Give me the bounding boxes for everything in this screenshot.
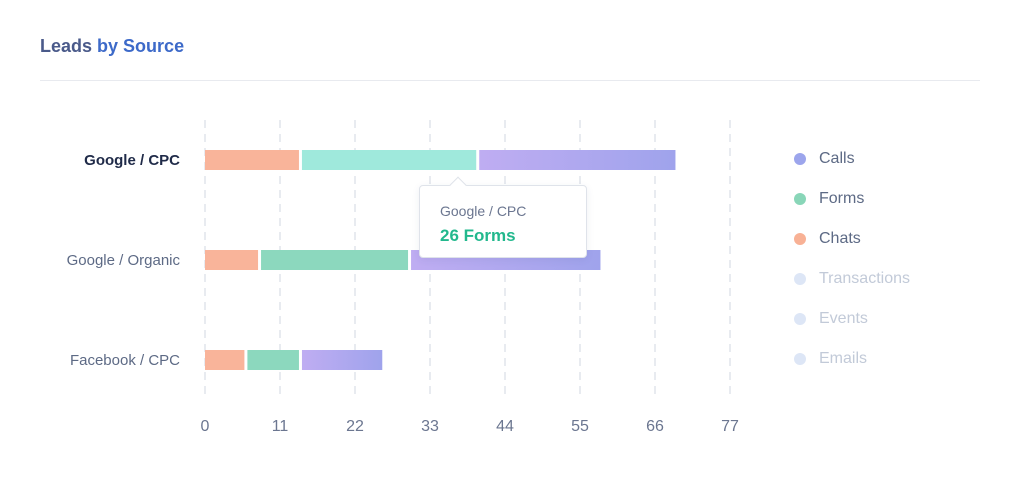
page-title: Leads by Source	[40, 36, 184, 57]
x-tick-label: 11	[272, 418, 289, 435]
legend-label: Emails	[819, 350, 868, 367]
tooltip-value: 26 Forms	[440, 226, 516, 245]
bar-forms-1[interactable]	[301, 150, 477, 170]
bar-calls-1[interactable]	[479, 150, 676, 170]
x-tick-label: 0	[201, 418, 210, 435]
forms-dot-icon	[794, 193, 806, 205]
bar-chats-3[interactable]	[205, 350, 245, 370]
legend-label: Calls	[819, 150, 855, 167]
legend-item-calls[interactable]: Calls	[794, 148, 910, 188]
chart-tooltip: Google / CPC 26 Forms	[419, 176, 587, 258]
legend-item-emails[interactable]: Emails	[794, 348, 910, 388]
x-tick-label: 66	[646, 418, 664, 435]
legend-item-events[interactable]: Events	[794, 308, 910, 348]
chart-legend: Calls Forms Chats Transactions Events Em…	[794, 148, 910, 388]
legend-item-transactions[interactable]: Transactions	[794, 268, 910, 308]
category-label: Google / CPC	[84, 152, 180, 169]
category-label: Google / Organic	[67, 252, 181, 269]
x-tick-label: 55	[571, 418, 589, 435]
bar-chats-2[interactable]	[205, 250, 259, 270]
x-tick-label: 44	[496, 418, 514, 435]
bar-calls-3[interactable]	[301, 350, 383, 370]
events-dot-icon	[794, 313, 806, 325]
legend-label: Events	[819, 310, 868, 327]
x-tick-label: 22	[346, 418, 364, 435]
x-tick-label: 77	[721, 418, 739, 435]
legend-item-chats[interactable]: Chats	[794, 228, 910, 268]
title-part-1: Leads	[40, 36, 93, 56]
bar-forms-2[interactable]	[261, 250, 409, 270]
tooltip-category: Google / CPC	[440, 203, 527, 219]
category-label: Facebook / CPC	[70, 352, 180, 369]
bar-chats-1[interactable]	[205, 150, 299, 170]
emails-dot-icon	[794, 353, 806, 365]
legend-label: Transactions	[819, 270, 910, 287]
calls-dot-icon	[794, 153, 806, 165]
chats-dot-icon	[794, 233, 806, 245]
transactions-dot-icon	[794, 273, 806, 285]
bar-forms-3[interactable]	[247, 350, 299, 370]
title-divider	[40, 80, 980, 81]
x-tick-label: 33	[421, 418, 439, 435]
title-part-2: by Source	[97, 36, 185, 56]
legend-label: Chats	[819, 230, 861, 247]
legend-item-forms[interactable]: Forms	[794, 188, 910, 228]
legend-label: Forms	[819, 190, 865, 207]
